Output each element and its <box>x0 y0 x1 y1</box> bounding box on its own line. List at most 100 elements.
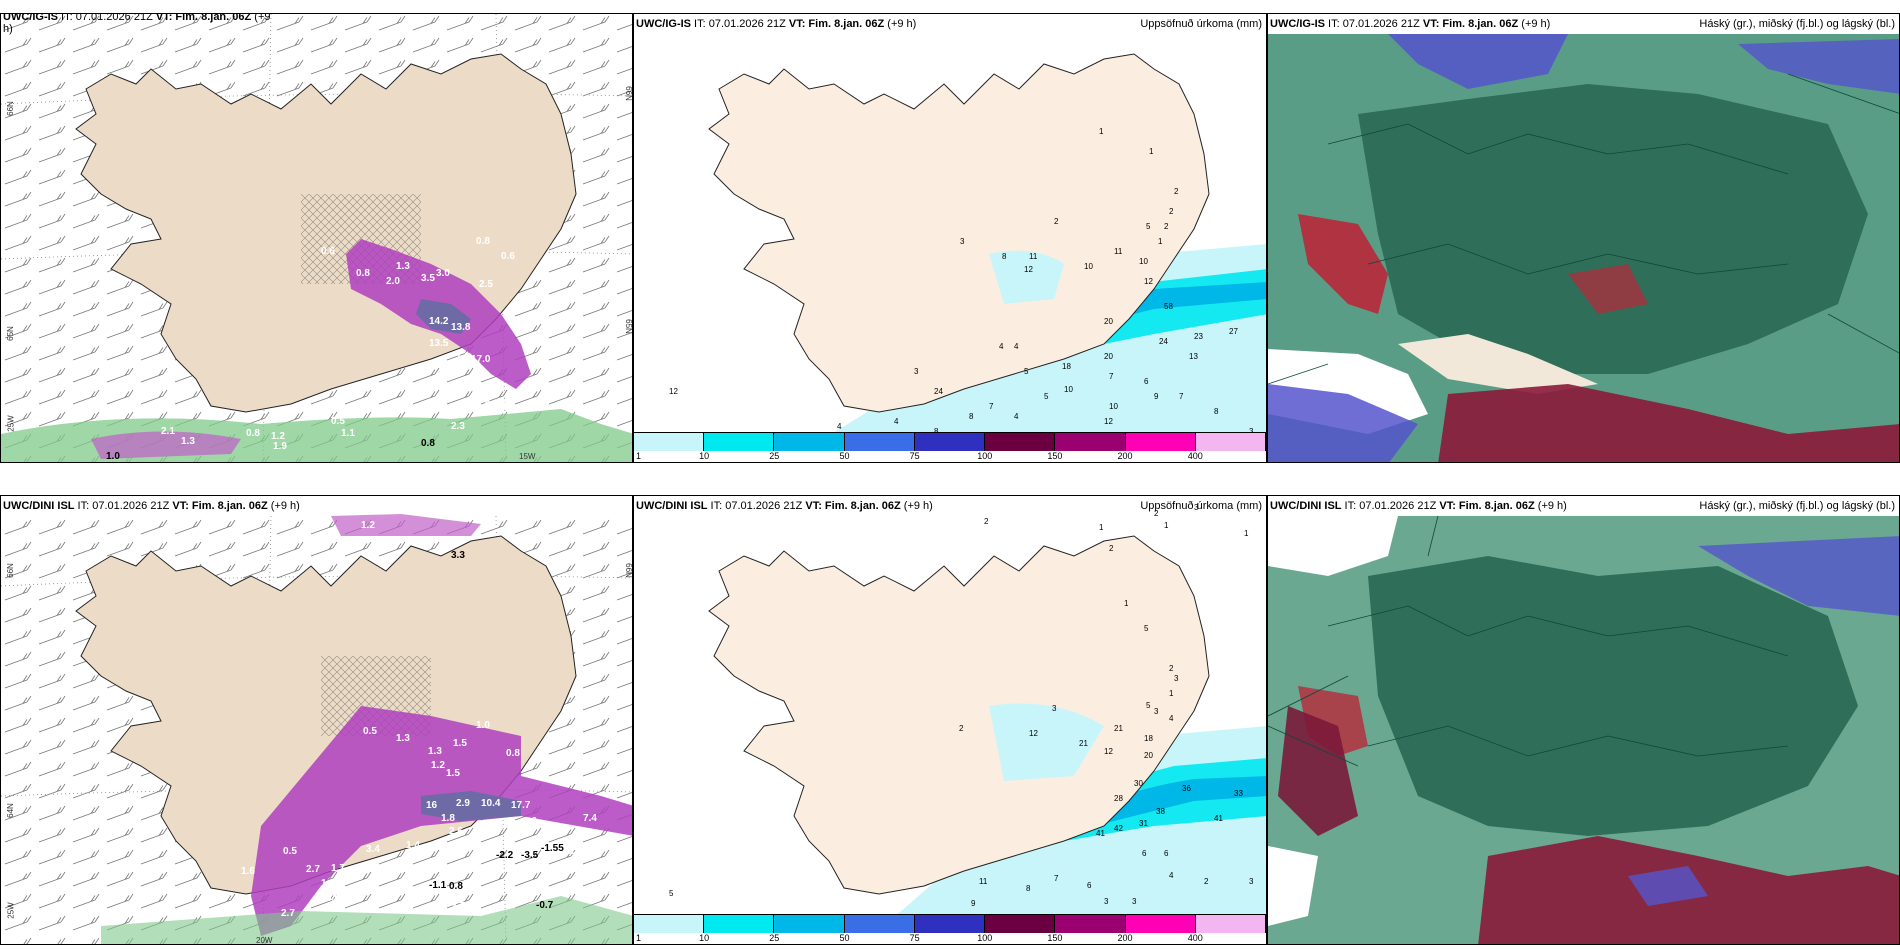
colorbar-swatch <box>914 433 986 451</box>
colorbar-swatch <box>634 915 705 933</box>
colorbar-tick: 200 <box>1117 451 1133 461</box>
lat-label-left: 66N <box>5 563 15 578</box>
svg-text:1.0: 1.0 <box>476 720 490 731</box>
lat-label-left: 25W <box>6 902 16 919</box>
svg-text:3.0: 3.0 <box>436 268 450 279</box>
svg-text:8: 8 <box>934 427 939 436</box>
lat-label-left: 65N <box>5 326 15 341</box>
svg-text:2: 2 <box>1054 217 1059 226</box>
svg-text:2: 2 <box>1204 877 1209 886</box>
svg-text:2: 2 <box>1154 509 1159 518</box>
svg-text:10: 10 <box>1064 385 1073 394</box>
colorbar-swatch <box>704 915 775 933</box>
svg-text:10: 10 <box>1084 262 1093 271</box>
init-time: IT: 07.01.2026 21Z <box>74 500 173 512</box>
init-time: IT: 07.01.2026 21Z <box>707 500 806 512</box>
svg-text:21: 21 <box>1079 739 1088 748</box>
panel-top-right: UWC/IG-IS IT: 07.01.2026 21Z VT: Fim. 8.… <box>1267 13 1900 463</box>
svg-text:0.6: 0.6 <box>501 251 515 262</box>
map-cloud-cover <box>1268 515 1899 944</box>
svg-text:31: 31 <box>1139 819 1148 828</box>
svg-text:2.3: 2.3 <box>451 421 465 432</box>
svg-text:11: 11 <box>979 877 988 886</box>
panel-title: UWC/DINI ISL IT: 07.01.2026 21Z VT: Fim.… <box>1270 500 1567 512</box>
svg-text:5: 5 <box>1146 222 1151 231</box>
colorbar-swatch <box>844 433 915 451</box>
svg-text:10: 10 <box>1139 257 1148 266</box>
iceland-land <box>708 535 1210 895</box>
svg-text:0.8: 0.8 <box>449 881 463 892</box>
svg-text:58: 58 <box>1164 302 1173 311</box>
svg-text:38: 38 <box>1156 807 1165 816</box>
svg-text:3: 3 <box>1249 427 1254 436</box>
svg-text:8: 8 <box>969 412 974 421</box>
svg-text:12: 12 <box>1104 417 1113 426</box>
svg-text:0.5: 0.5 <box>363 726 377 737</box>
svg-text:5: 5 <box>1144 624 1149 633</box>
svg-text:36: 36 <box>1182 784 1191 793</box>
svg-text:1.3: 1.3 <box>428 746 442 757</box>
precip-green <box>101 896 632 944</box>
panel-variable-label: Uppsöfnuð úrkoma (mm) <box>1140 500 1262 512</box>
valid-time: VT: Fim. 8.jan. 06Z <box>155 13 252 23</box>
svg-text:2.6: 2.6 <box>449 826 463 837</box>
colorbar-tick: 400 <box>1187 451 1203 461</box>
svg-text:0.7: 0.7 <box>566 846 580 857</box>
colorbar-swatch <box>1125 433 1196 451</box>
model-name: UWC/IG-IS <box>1270 18 1325 30</box>
svg-text:12: 12 <box>1144 277 1153 286</box>
svg-text:1.9: 1.9 <box>321 878 335 889</box>
colorbar-tick: 50 <box>839 451 850 461</box>
lead-time: (+9 h) <box>900 500 933 512</box>
map-cloud-cover <box>1268 34 1899 462</box>
svg-text:21: 21 <box>1114 724 1123 733</box>
svg-text:17.0: 17.0 <box>471 354 491 365</box>
svg-text:13.8: 13.8 <box>451 322 471 333</box>
svg-text:2.7: 2.7 <box>306 864 320 875</box>
svg-text:41: 41 <box>1214 814 1223 823</box>
valid-time: VT: Fim. 8.jan. 06Z <box>172 500 268 512</box>
lead-time: (+9 h) <box>267 500 300 512</box>
svg-text:3.3: 3.3 <box>451 550 465 561</box>
svg-text:3: 3 <box>1174 674 1179 683</box>
colorbar-swatch <box>634 433 705 451</box>
valid-time: VT: Fim. 8.jan. 06Z <box>1439 500 1535 512</box>
svg-text:0.5: 0.5 <box>231 898 245 909</box>
svg-text:0.8: 0.8 <box>506 748 520 759</box>
svg-text:13: 13 <box>1189 352 1198 361</box>
svg-text:33: 33 <box>1234 789 1243 798</box>
svg-text:3.5: 3.5 <box>326 893 340 904</box>
lead-time-wrap: h) <box>3 23 13 35</box>
colorbar-tick: 1 <box>636 451 642 461</box>
svg-text:0.4: 0.4 <box>438 394 452 405</box>
svg-text:8: 8 <box>1214 407 1219 416</box>
svg-text:1: 1 <box>1244 529 1249 538</box>
svg-text:24: 24 <box>934 387 943 396</box>
svg-text:30: 30 <box>1134 779 1143 788</box>
colorbar-tick: 25 <box>769 451 780 461</box>
colorbar: 1 10 25 50 75 100 150 200 400 <box>634 914 1266 944</box>
colorbar-tick: 400 <box>1187 933 1203 943</box>
svg-text:2: 2 <box>1174 187 1179 196</box>
svg-text:-0.7: -0.7 <box>536 900 554 911</box>
svg-text:17.7: 17.7 <box>511 800 531 811</box>
svg-text:4.5: 4.5 <box>469 384 483 395</box>
svg-text:1.2: 1.2 <box>431 760 445 771</box>
colorbar-tick: 1 <box>636 933 642 943</box>
colorbar-swatch <box>1195 433 1266 451</box>
colorbar-swatch <box>1125 915 1196 933</box>
svg-text:3: 3 <box>1249 877 1254 886</box>
svg-text:1.5: 1.5 <box>453 738 467 749</box>
map-accum-precip: 2 2 1 3 1 1 2 1 5 2 3 1 3 5 3 4 2 12 21 … <box>669 503 1266 926</box>
svg-text:0.8: 0.8 <box>356 268 370 279</box>
precip-totals: 1 1 2 2 2 5 1 2 3 8 11 12 10 11 10 12 58… <box>669 127 1254 436</box>
svg-text:12: 12 <box>1029 729 1038 738</box>
svg-text:10.4: 10.4 <box>481 798 501 809</box>
colorbar-tick: 50 <box>839 933 850 943</box>
svg-text:18: 18 <box>1062 362 1071 371</box>
colorbar-swatch <box>1055 915 1126 933</box>
svg-text:3: 3 <box>914 367 919 376</box>
colorbar: 1 10 25 50 75 100 150 200 400 <box>634 432 1266 462</box>
svg-text:1.2: 1.2 <box>271 431 285 442</box>
svg-text:-2.2: -2.2 <box>496 850 514 861</box>
